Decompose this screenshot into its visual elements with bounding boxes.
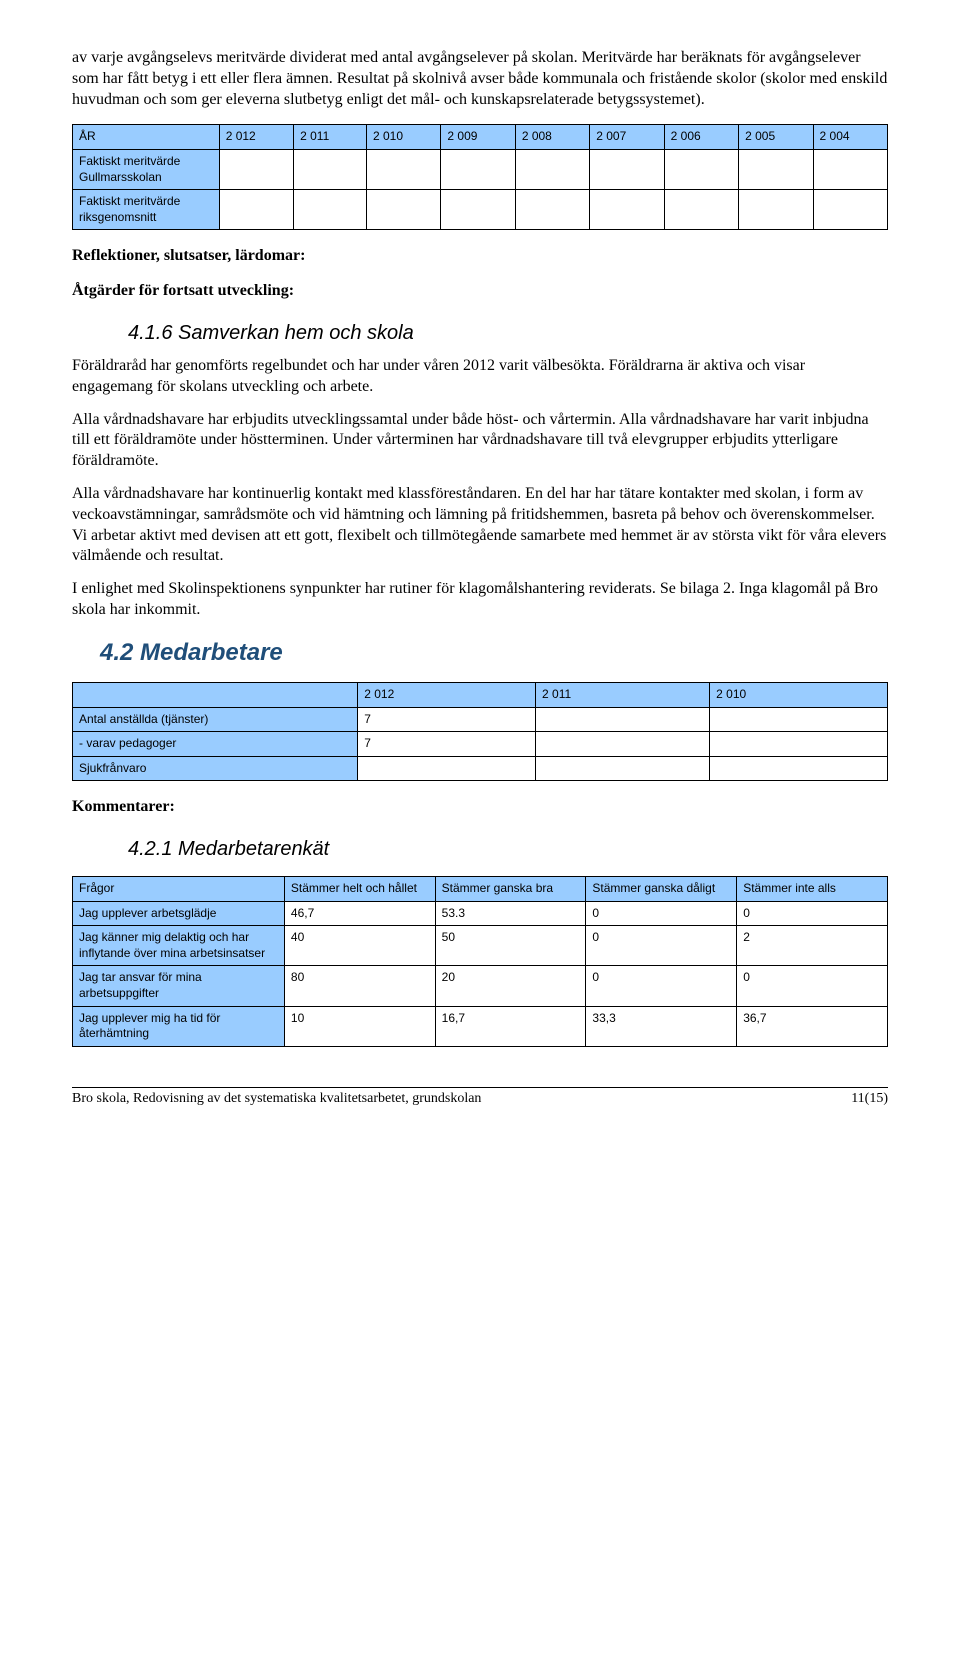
merit-row-label: Faktiskt meritvärde Gullmarsskolan xyxy=(73,149,220,189)
enkat-cell: 36,7 xyxy=(737,1006,888,1046)
enkat-cell: 33,3 xyxy=(586,1006,737,1046)
enkat-cell: 80 xyxy=(284,966,435,1006)
heading-atgarder: Åtgärder för fortsatt utveckling: xyxy=(72,281,888,302)
merit-year: 2 011 xyxy=(294,125,367,150)
samverkan-p2: Alla vårdnadshavare har erbjudits utveck… xyxy=(72,410,888,472)
heading-medarbetarenkät: 4.2.1 Medarbetarenkät xyxy=(128,836,888,862)
enkat-cell: 0 xyxy=(586,926,737,966)
heading-kommentarer: Kommentarer: xyxy=(72,797,888,818)
medarbetare-table: 2 012 2 011 2 010 Antal anställda (tjäns… xyxy=(72,682,888,781)
enkat-cell: 40 xyxy=(284,926,435,966)
med-cell xyxy=(710,707,888,732)
enkat-cell: 0 xyxy=(586,966,737,1006)
samverkan-p3: Alla vårdnadshavare har kontinuerlig kon… xyxy=(72,484,888,567)
enkat-header: Stämmer inte alls xyxy=(737,877,888,902)
merit-year: 2 010 xyxy=(366,125,440,150)
heading-samverkan: 4.1.6 Samverkan hem och skola xyxy=(128,320,888,346)
merit-year: 2 005 xyxy=(739,125,813,150)
enkat-question: Jag känner mig delaktig och har inflytan… xyxy=(73,926,285,966)
enkat-cell: 46,7 xyxy=(284,901,435,926)
med-cell xyxy=(536,732,710,757)
merit-row-label: Faktiskt meritvärde riksgenomsnitt xyxy=(73,190,220,230)
enkat-header: Stämmer helt och hållet xyxy=(284,877,435,902)
merit-year: 2 007 xyxy=(590,125,664,150)
med-cell xyxy=(536,756,710,781)
enkat-header: Frågor xyxy=(73,877,285,902)
enkat-cell: 0 xyxy=(737,966,888,1006)
med-year: 2 011 xyxy=(536,682,710,707)
merit-year: 2 006 xyxy=(664,125,738,150)
med-cell xyxy=(536,707,710,732)
med-row-label: Antal anställda (tjänster) xyxy=(73,707,358,732)
med-year: 2 010 xyxy=(710,682,888,707)
enkat-question: Jag tar ansvar för mina arbetsuppgifter xyxy=(73,966,285,1006)
enkat-cell: 0 xyxy=(586,901,737,926)
med-year: 2 012 xyxy=(358,682,536,707)
med-blank-header xyxy=(73,682,358,707)
intro-paragraph: av varje avgångselevs meritvärde divider… xyxy=(72,48,888,110)
enkat-cell: 0 xyxy=(737,901,888,926)
footer-right: 11(15) xyxy=(851,1090,888,1108)
med-row-label: Sjukfrånvaro xyxy=(73,756,358,781)
footer-left: Bro skola, Redovisning av det systematis… xyxy=(72,1090,481,1108)
merit-year: 2 004 xyxy=(813,125,887,150)
samverkan-p4: I enlighet med Skolinspektionens synpunk… xyxy=(72,579,888,621)
med-cell xyxy=(358,756,536,781)
merit-year-label: ÅR xyxy=(73,125,220,150)
enkat-question: Jag upplever arbetsglädje xyxy=(73,901,285,926)
merit-year: 2 008 xyxy=(515,125,589,150)
merit-year: 2 012 xyxy=(219,125,293,150)
footer: Bro skola, Redovisning av det systematis… xyxy=(72,1087,888,1108)
enkat-cell: 20 xyxy=(435,966,586,1006)
enkat-header: Stämmer ganska dåligt xyxy=(586,877,737,902)
med-cell xyxy=(710,732,888,757)
med-row-label: - varav pedagoger xyxy=(73,732,358,757)
med-cell xyxy=(710,756,888,781)
enkat-question: Jag upplever mig ha tid för återhämtning xyxy=(73,1006,285,1046)
enkat-cell: 10 xyxy=(284,1006,435,1046)
enkat-cell: 2 xyxy=(737,926,888,966)
merit-table: ÅR 2 012 2 011 2 010 2 009 2 008 2 007 2… xyxy=(72,124,888,230)
heading-reflektioner: Reflektioner, slutsatser, lärdomar: xyxy=(72,246,888,267)
enkat-table: Frågor Stämmer helt och hållet Stämmer g… xyxy=(72,876,888,1047)
enkat-cell: 50 xyxy=(435,926,586,966)
med-cell: 7 xyxy=(358,707,536,732)
enkat-cell: 53.3 xyxy=(435,901,586,926)
med-cell: 7 xyxy=(358,732,536,757)
enkat-cell: 16,7 xyxy=(435,1006,586,1046)
samverkan-p1: Föräldraråd har genomförts regelbundet o… xyxy=(72,356,888,398)
enkat-header: Stämmer ganska bra xyxy=(435,877,586,902)
merit-year: 2 009 xyxy=(441,125,515,150)
heading-medarbetare: 4.2 Medarbetare xyxy=(100,637,888,668)
